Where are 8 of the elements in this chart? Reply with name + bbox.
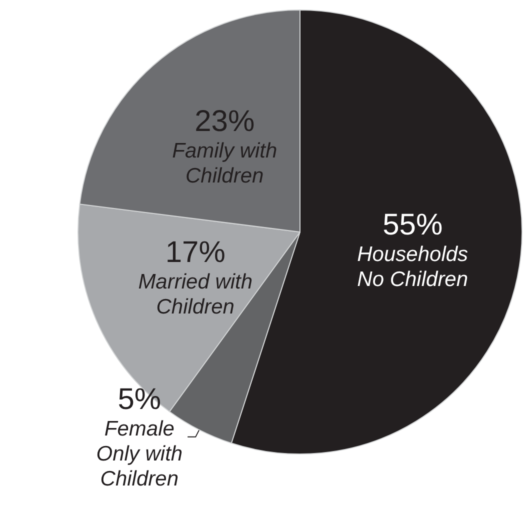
data-label: 55% — [382, 208, 443, 242]
data-label: 17% — [165, 236, 226, 269]
slice-label: Married with Children — [138, 270, 253, 318]
slice-label: Family with Children — [172, 139, 278, 188]
slice-label: Households No Children — [357, 242, 469, 291]
data-label: 5% — [118, 382, 162, 416]
slice-label: Female Only with Children — [96, 417, 183, 490]
data-label: 23% — [194, 104, 255, 138]
